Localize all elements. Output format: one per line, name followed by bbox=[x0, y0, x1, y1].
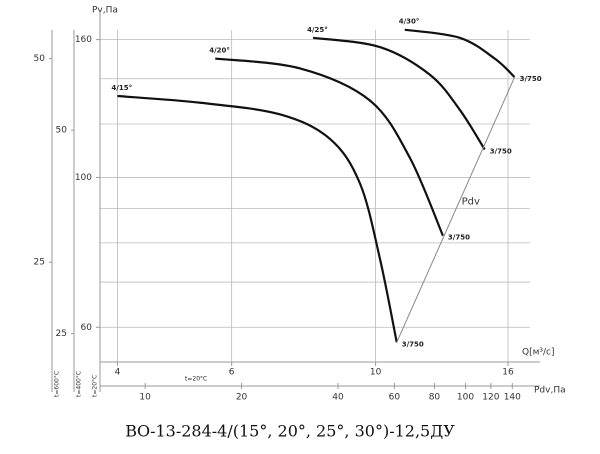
x-tick-label: 16 bbox=[502, 368, 514, 378]
pdv-tick-label: 60 bbox=[389, 393, 401, 403]
pdv-tick-label: 40 bbox=[332, 393, 344, 403]
pdv-axis-label: Pdv,Па bbox=[534, 386, 566, 396]
aux-tick-label: 25 bbox=[34, 258, 45, 268]
y-tick-label: 160 bbox=[75, 35, 92, 45]
x-tick-label: 4 bbox=[115, 368, 121, 378]
pdv-tick-label: 100 bbox=[457, 393, 474, 403]
pdv-temperature: t=20°C bbox=[185, 376, 207, 383]
series-label: 4/20° bbox=[209, 47, 230, 55]
curve bbox=[396, 76, 516, 343]
x-tick-label: 6 bbox=[229, 368, 235, 378]
pdv-tick-label: 120 bbox=[482, 393, 499, 403]
end-label: 3/750 bbox=[520, 75, 542, 83]
x-axis-label: Q[м³/с] bbox=[522, 348, 554, 358]
series-label: 4/15° bbox=[111, 84, 132, 92]
aux-tick-label: 50 bbox=[56, 126, 68, 136]
pdv-tick-label: 20 bbox=[236, 393, 248, 403]
y-tick-label: 100 bbox=[75, 173, 92, 183]
curve bbox=[215, 57, 444, 237]
series-label: 4/25° bbox=[307, 26, 328, 34]
y-axis-label: Pv,Па bbox=[92, 6, 118, 16]
aux-tick-label: 50 bbox=[34, 54, 46, 64]
end-label: 3/750 bbox=[402, 340, 424, 348]
chart-title: ВО-13-284-4/(15°, 20°, 25°, 30°)-12,5ДУ bbox=[125, 422, 455, 441]
series-label: Pdv bbox=[462, 197, 480, 208]
curve bbox=[312, 36, 486, 151]
series-label: 4/30° bbox=[399, 18, 420, 26]
pdv-tick-label: 140 bbox=[504, 393, 521, 403]
end-label: 3/750 bbox=[448, 234, 470, 242]
aux-axis-label: t=400°C bbox=[76, 371, 83, 397]
y-tick-label: 60 bbox=[81, 323, 93, 333]
pdv-tick-label: 80 bbox=[429, 393, 441, 403]
aux-tick-label: 25 bbox=[56, 329, 67, 339]
pdv-tick-label: 10 bbox=[139, 393, 151, 403]
curve bbox=[117, 94, 398, 343]
curve bbox=[404, 28, 516, 78]
main-axis-temperature: t=20°C bbox=[92, 375, 99, 397]
end-label: 3/750 bbox=[490, 148, 512, 156]
x-tick-label: 10 bbox=[370, 368, 382, 378]
aux-axis-label: t=600°C bbox=[54, 371, 61, 397]
